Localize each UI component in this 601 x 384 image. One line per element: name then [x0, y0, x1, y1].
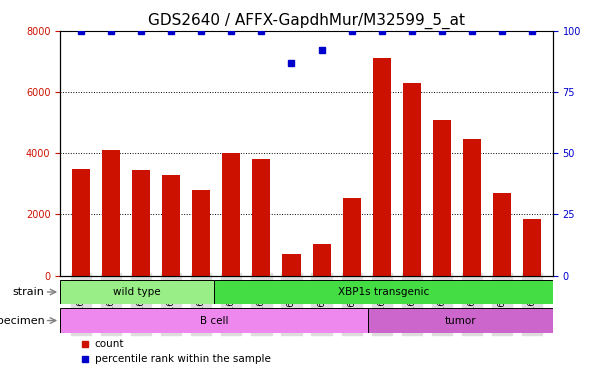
- Text: B cell: B cell: [200, 316, 228, 326]
- Bar: [343, 198, 361, 276]
- FancyBboxPatch shape: [60, 280, 214, 304]
- Bar: [192, 190, 210, 276]
- Text: wild type: wild type: [114, 287, 161, 297]
- Bar: [463, 139, 481, 276]
- Text: tumor: tumor: [445, 316, 477, 326]
- FancyBboxPatch shape: [60, 308, 368, 333]
- FancyBboxPatch shape: [214, 280, 553, 304]
- Bar: [102, 150, 120, 276]
- Text: count: count: [94, 339, 124, 349]
- FancyBboxPatch shape: [368, 308, 553, 333]
- Title: GDS2640 / AFFX-GapdhMur/M32599_5_at: GDS2640 / AFFX-GapdhMur/M32599_5_at: [148, 13, 465, 29]
- Bar: [132, 170, 150, 276]
- Bar: [162, 175, 180, 276]
- Bar: [282, 254, 300, 276]
- Bar: [433, 119, 451, 276]
- Text: specimen: specimen: [0, 316, 44, 326]
- Bar: [493, 193, 511, 276]
- Bar: [373, 58, 391, 276]
- Bar: [72, 169, 90, 276]
- Bar: [523, 219, 541, 276]
- Bar: [252, 159, 270, 276]
- Bar: [403, 83, 421, 276]
- Bar: [313, 243, 331, 276]
- Text: strain: strain: [13, 287, 44, 297]
- Text: XBP1s transgenic: XBP1s transgenic: [338, 287, 429, 297]
- Text: percentile rank within the sample: percentile rank within the sample: [94, 354, 270, 364]
- Bar: [222, 153, 240, 276]
